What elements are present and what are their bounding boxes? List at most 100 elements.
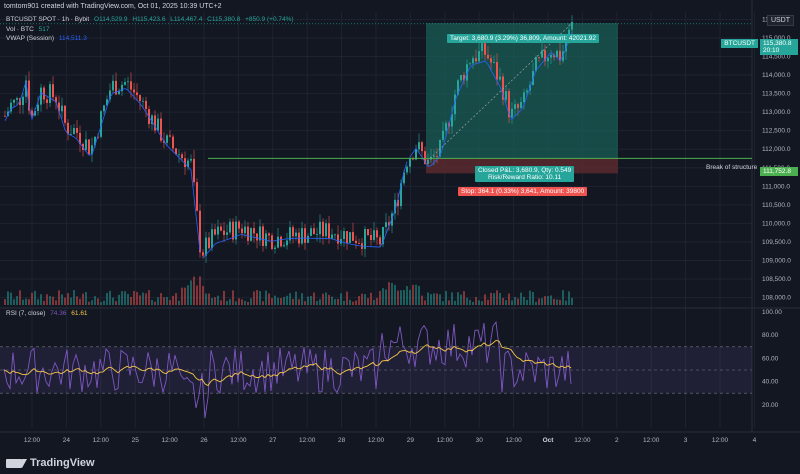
- candle-body: [463, 74, 465, 81]
- candle-body: [178, 154, 180, 156]
- volume-bar: [391, 282, 393, 305]
- candle-body: [106, 99, 108, 106]
- candle-body: [493, 62, 495, 63]
- candle-body: [262, 226, 264, 246]
- vwap-value: 114,511.3: [58, 35, 87, 42]
- volume-label: Vol · BTC: [6, 26, 34, 33]
- volume-bar: [310, 296, 312, 305]
- bar-countdown: 20:10: [763, 47, 780, 54]
- volume-bar: [541, 298, 543, 305]
- candle-body: [445, 123, 447, 131]
- time-tick-label: 12:00: [574, 437, 591, 444]
- volume-bar: [256, 290, 258, 305]
- candle-body: [142, 100, 144, 102]
- time-tick-label: 30: [476, 437, 484, 444]
- candle-body: [547, 57, 549, 62]
- candle-body: [496, 62, 498, 80]
- target-label[interactable]: Target: 3,680.9 (3.29%) 36,809, Amount: …: [447, 34, 599, 43]
- candle-body: [256, 233, 258, 241]
- candle-body: [334, 234, 336, 236]
- candle-body: [541, 50, 543, 58]
- candle-body: [166, 135, 168, 143]
- volume-bar: [421, 295, 423, 305]
- candle-body: [478, 51, 480, 62]
- volume-bar: [325, 292, 327, 305]
- volume-bar: [187, 285, 189, 305]
- volume-bar: [250, 298, 252, 305]
- volume-bar: [124, 291, 126, 305]
- volume-bar: [346, 291, 348, 305]
- volume-bar: [553, 298, 555, 305]
- volume-legend[interactable]: Vol · BTC 517: [6, 26, 52, 33]
- volume-bar: [277, 297, 279, 305]
- vwap-legend[interactable]: VWAP (Session) 114,511.3: [6, 35, 90, 42]
- volume-bar: [76, 296, 78, 305]
- pnl-label[interactable]: Closed P&L: 3,680.9, Qty: 0.549 Risk/Rew…: [475, 166, 575, 182]
- volume-bar: [88, 301, 90, 305]
- volume-bar: [202, 286, 204, 305]
- tradingview-logo[interactable]: TradingView: [6, 457, 95, 469]
- candle-body: [457, 80, 459, 95]
- volume-bar: [316, 300, 318, 305]
- volume-bar: [22, 299, 24, 305]
- volume-bar: [265, 290, 267, 305]
- candle-body: [511, 108, 513, 118]
- candle-body: [58, 102, 60, 112]
- rsi-label: RSI (7, close): [6, 310, 46, 317]
- candle-body: [502, 76, 504, 100]
- volume-bar: [301, 293, 303, 305]
- volume-bar: [562, 290, 564, 305]
- volume-bar: [262, 301, 264, 305]
- time-tick-label: 12:00: [230, 437, 247, 444]
- volume-bar: [499, 292, 501, 305]
- candle-body: [217, 226, 219, 235]
- volume-bar: [205, 293, 207, 305]
- candle-body: [427, 159, 429, 164]
- volume-bar: [400, 290, 402, 305]
- rsi-legend[interactable]: RSI (7, close) 74.36 61.61: [6, 310, 91, 317]
- volume-bar: [154, 301, 156, 305]
- candle-body: [151, 115, 153, 125]
- volume-bar: [28, 299, 30, 305]
- stop-label[interactable]: Stop: 364.1 (0.33%) 3,641, Amount: 39800: [458, 187, 588, 196]
- symbol-legend[interactable]: BTCUSDT SPOT · 1h · Bybit O114,529.9 H11…: [6, 16, 297, 23]
- candle-body: [238, 221, 240, 229]
- volume-bar: [361, 293, 363, 305]
- candle-body: [97, 136, 99, 138]
- candle-body: [424, 151, 426, 164]
- volume-bar: [514, 296, 516, 305]
- volume-bar: [313, 292, 315, 305]
- price-tick-label: 113,500.0: [762, 91, 791, 98]
- candle-body: [40, 87, 42, 105]
- candle-body: [79, 132, 81, 144]
- volume-bar: [439, 294, 441, 305]
- candle-body: [559, 50, 561, 61]
- volume-bar: [472, 301, 474, 305]
- candle-body: [115, 80, 117, 95]
- candle-body: [103, 105, 105, 112]
- candle-body: [439, 139, 441, 157]
- volume-bar: [535, 301, 537, 305]
- volume-bar: [139, 295, 141, 305]
- rsi-tick-label: 60.00: [762, 355, 779, 362]
- candle-body: [499, 76, 501, 80]
- candle-body: [247, 226, 249, 241]
- candle-body: [160, 118, 162, 141]
- candle-body: [469, 63, 471, 65]
- vwap-label: VWAP (Session): [6, 35, 55, 42]
- candle-body: [133, 89, 135, 93]
- candle-body: [25, 80, 27, 97]
- volume-bar: [100, 301, 102, 305]
- volume-bar: [460, 294, 462, 305]
- candle-body: [37, 104, 39, 111]
- candle-body: [454, 94, 456, 115]
- currency-button[interactable]: USDT: [766, 15, 794, 26]
- candle-body: [100, 111, 102, 137]
- candle-body: [175, 148, 177, 155]
- candle-body: [187, 160, 189, 168]
- time-tick-label: 12:00: [368, 437, 385, 444]
- price-tick-label: 110,500.0: [762, 202, 791, 209]
- volume-bar: [529, 290, 531, 305]
